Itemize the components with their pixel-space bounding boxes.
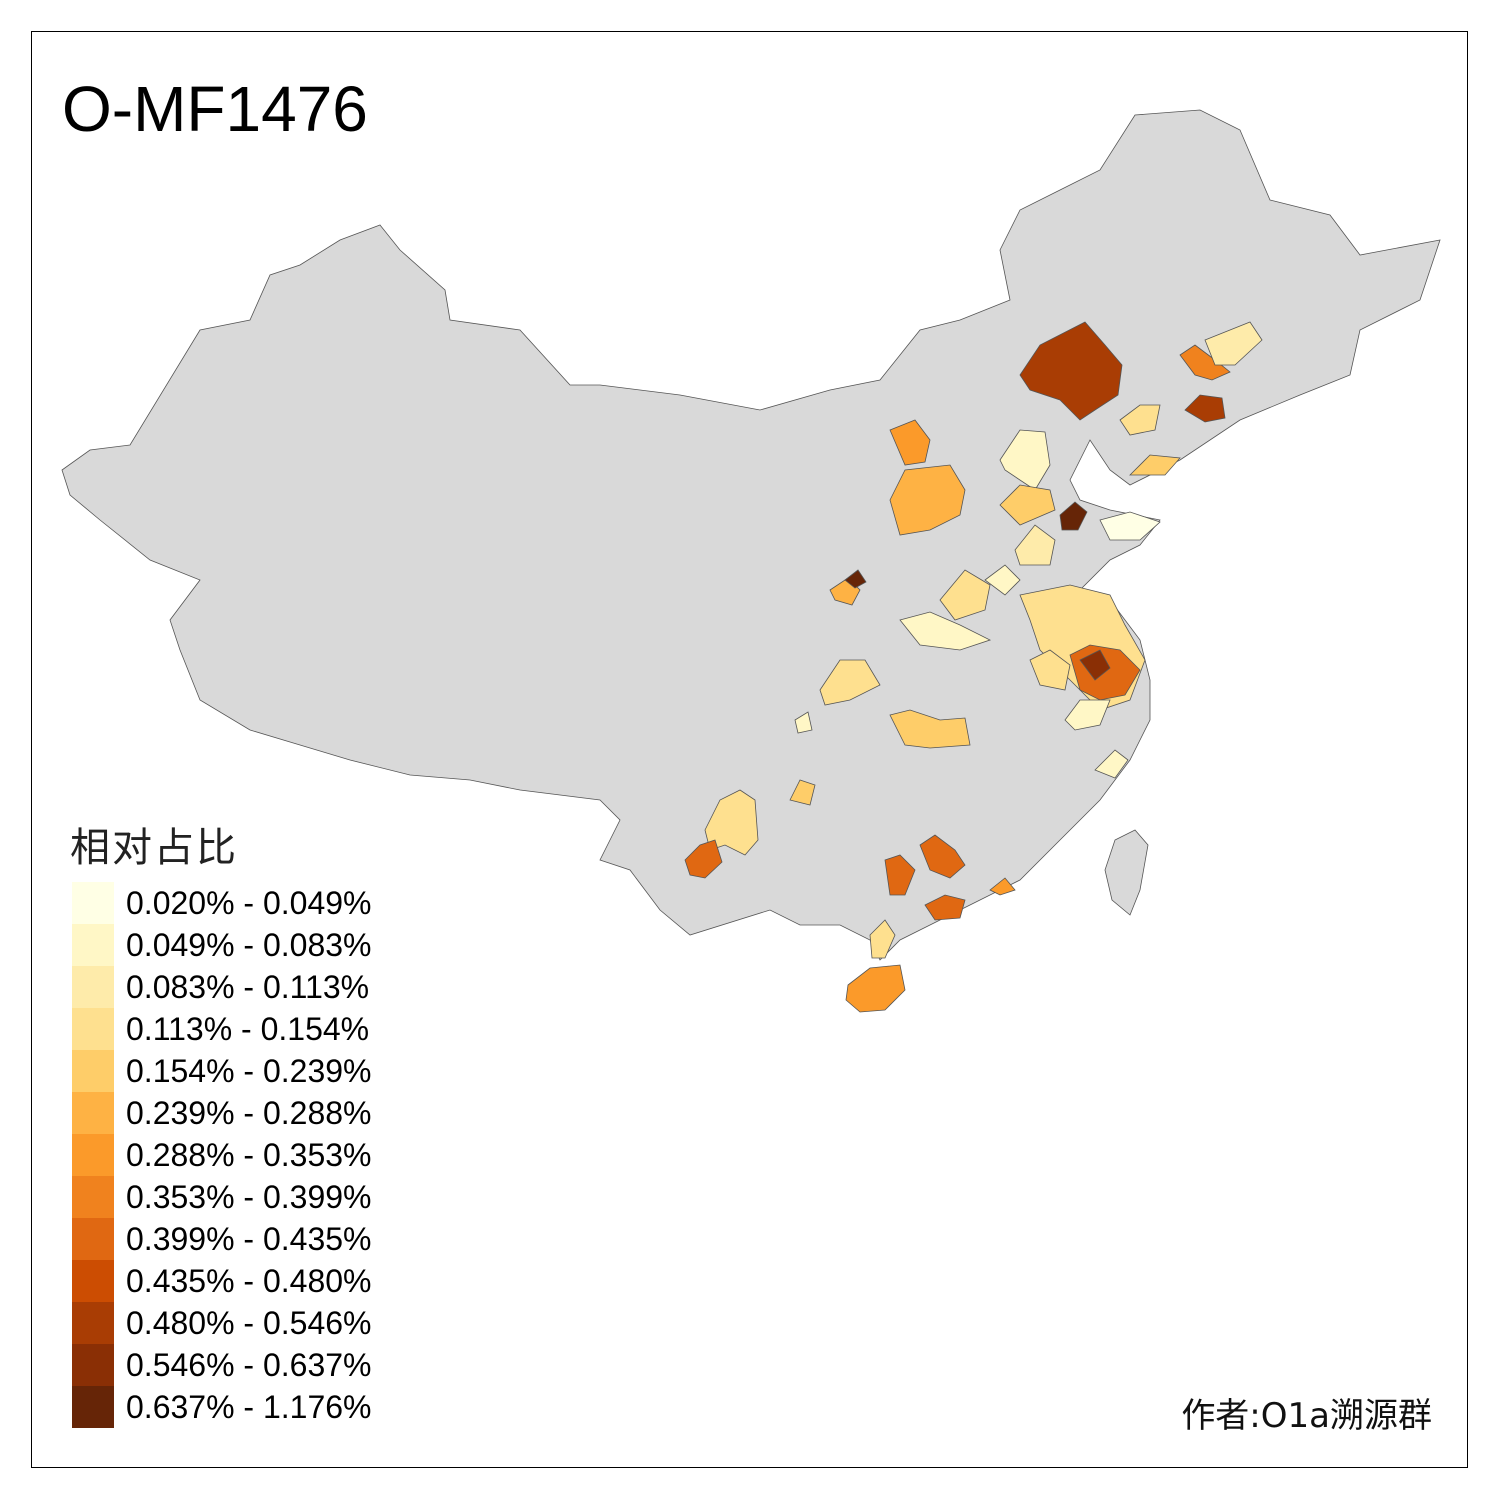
china-mainland (61, 109, 1441, 961)
legend-label: 0.399% - 0.435% (126, 1220, 372, 1257)
region (889, 709, 971, 749)
legend-item: 0.637% - 1.176% (72, 1386, 372, 1428)
map-title: O-MF1476 (62, 73, 368, 145)
legend-label: 0.113% - 0.154% (126, 1010, 370, 1047)
legend-label: 0.049% - 0.083% (126, 926, 372, 963)
region (919, 834, 966, 879)
region (889, 419, 931, 466)
region (1079, 649, 1111, 681)
legend-item: 0.435% - 0.480% (72, 1260, 372, 1302)
legend-label: 0.546% - 0.637% (126, 1346, 372, 1383)
legend-item: 0.480% - 0.546% (72, 1302, 372, 1344)
region (819, 659, 881, 706)
region (845, 964, 906, 1013)
region (889, 464, 966, 536)
legend-swatch (72, 1386, 114, 1428)
region (1129, 454, 1181, 476)
region (1019, 321, 1123, 421)
region (924, 894, 966, 921)
legend: 0.020% - 0.049% 0.049% - 0.083% 0.083% - 0… (72, 882, 372, 1428)
region (794, 711, 813, 734)
region (999, 429, 1051, 491)
legend-item: 0.353% - 0.399% (72, 1176, 372, 1218)
legend-title: 相对占比 (70, 825, 238, 871)
region (999, 484, 1056, 526)
legend-item: 0.083% - 0.113% (72, 966, 372, 1008)
region (1184, 394, 1226, 423)
region (884, 854, 916, 896)
taiwan (1104, 829, 1149, 916)
region (939, 569, 991, 621)
region (984, 564, 1021, 596)
legend-label: 0.637% - 1.176% (126, 1388, 372, 1425)
legend-item: 0.399% - 0.435% (72, 1218, 372, 1260)
legend-label: 0.480% - 0.546% (126, 1304, 372, 1341)
region (684, 839, 723, 879)
author-credit: 作者:O1a溯源群 (1181, 1396, 1432, 1436)
region (1064, 699, 1111, 731)
region (869, 919, 896, 959)
legend-swatch (72, 1008, 114, 1050)
legend-swatch (72, 1260, 114, 1302)
legend-item: 0.288% - 0.353% (72, 1134, 372, 1176)
legend-item: 0.546% - 0.637% (72, 1344, 372, 1386)
legend-item: 0.239% - 0.288% (72, 1092, 372, 1134)
legend-swatch (72, 882, 114, 924)
legend-item: 0.049% - 0.083% (72, 924, 372, 966)
legend-label: 0.353% - 0.399% (126, 1178, 372, 1215)
legend-swatch (72, 1344, 114, 1386)
region (1059, 501, 1088, 531)
legend-label: 0.020% - 0.049% (126, 884, 372, 921)
legend-swatch (72, 1092, 114, 1134)
region (1179, 344, 1231, 381)
legend-swatch (72, 1050, 114, 1092)
region (989, 877, 1016, 896)
region (844, 569, 867, 589)
legend-swatch (72, 1302, 114, 1344)
region (1014, 524, 1056, 566)
legend-label: 0.239% - 0.288% (126, 1094, 372, 1131)
legend-swatch (72, 924, 114, 966)
region (1119, 404, 1161, 436)
region (789, 779, 816, 806)
legend-swatch (72, 966, 114, 1008)
region (1094, 749, 1129, 779)
legend-item: 0.020% - 0.049% (72, 882, 372, 924)
legend-label: 0.154% - 0.239% (126, 1052, 372, 1089)
region (1029, 649, 1071, 691)
legend-label: 0.435% - 0.480% (126, 1262, 372, 1299)
region (899, 611, 992, 651)
map-panel (31, 31, 1468, 1468)
legend-swatch (72, 1134, 114, 1176)
legend-swatch (72, 1176, 114, 1218)
legend-swatch (72, 1218, 114, 1260)
legend-item: 0.113% - 0.154% (72, 1008, 372, 1050)
legend-label: 0.288% - 0.353% (126, 1136, 372, 1173)
region (1099, 511, 1161, 541)
region (1204, 321, 1263, 366)
legend-item: 0.154% - 0.239% (72, 1050, 372, 1092)
legend-label: 0.083% - 0.113% (126, 968, 370, 1005)
